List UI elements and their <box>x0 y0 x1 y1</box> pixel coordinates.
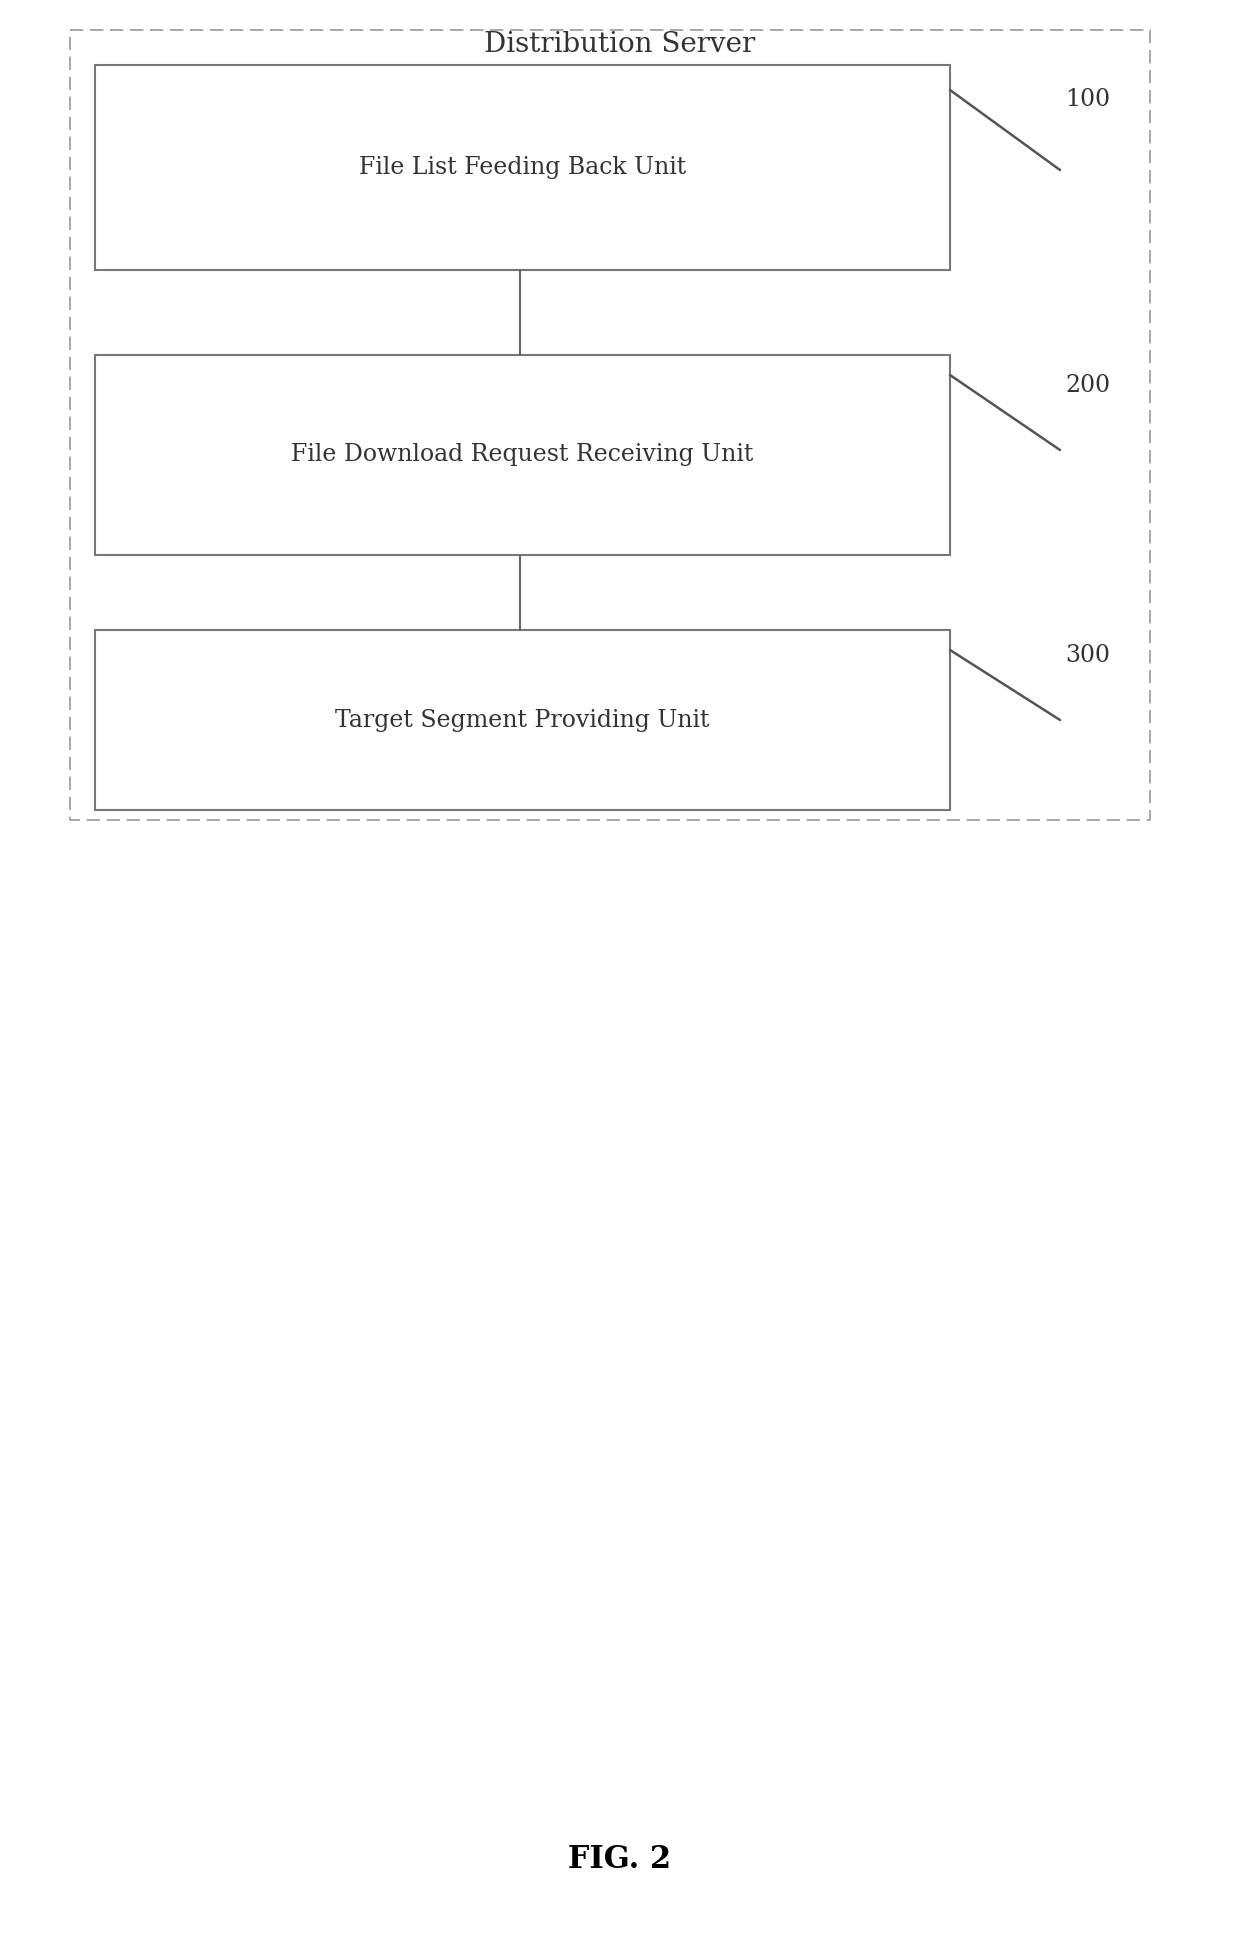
Bar <box>95 355 950 555</box>
Text: Distribution Server: Distribution Server <box>485 31 755 58</box>
Text: Target Segment Providing Unit: Target Segment Providing Unit <box>335 708 709 732</box>
Text: File Download Request Receiving Unit: File Download Request Receiving Unit <box>291 443 754 466</box>
Text: 200: 200 <box>1065 373 1110 396</box>
Text: 300: 300 <box>1065 644 1110 666</box>
Bar <box>95 631 950 809</box>
Text: File List Feeding Back Unit: File List Feeding Back Unit <box>358 155 686 179</box>
Text: FIG. 2: FIG. 2 <box>568 1844 672 1875</box>
Bar <box>69 29 1149 819</box>
Text: 100: 100 <box>1065 89 1110 111</box>
Bar <box>95 64 950 270</box>
